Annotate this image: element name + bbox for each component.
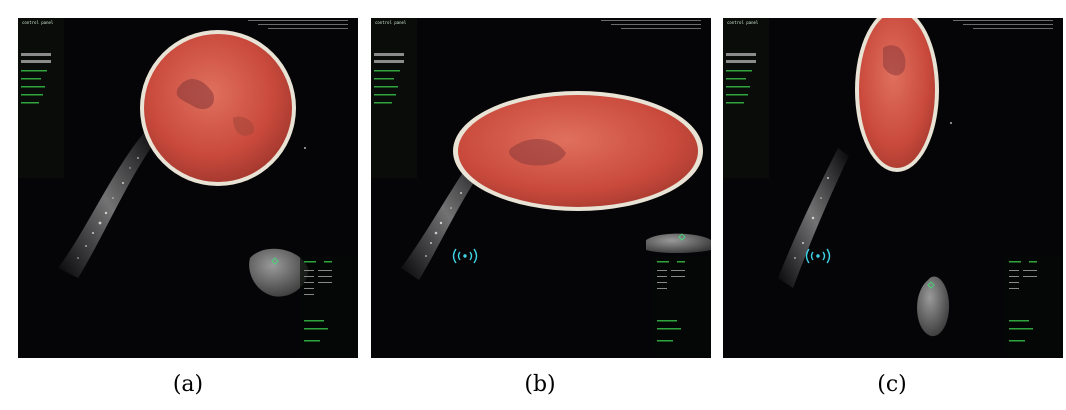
hud-title-a: control panel — [22, 20, 54, 25]
hud-sidebar — [371, 18, 417, 178]
target-reticle-icon[interactable] — [271, 257, 279, 265]
hud-sidebar — [18, 18, 64, 178]
moon[interactable] — [917, 276, 950, 337]
mars-planet[interactable] — [144, 34, 292, 182]
panel-c: control panel — [723, 18, 1063, 358]
target-reticle-icon[interactable] — [927, 281, 935, 289]
moon[interactable] — [249, 248, 309, 297]
panel-a: control panel — [18, 18, 358, 358]
space-view: control panel — [371, 18, 711, 358]
hud-readout — [1005, 256, 1063, 356]
hud-sidebar — [723, 18, 769, 178]
caption-a: (a) — [172, 372, 204, 397]
hud-title-c: control panel — [727, 20, 759, 25]
galaxy-band — [58, 128, 158, 278]
moon[interactable] — [646, 233, 711, 253]
signal-icon[interactable] — [452, 248, 478, 264]
hud-readout — [300, 256, 358, 356]
caption-b: (b) — [524, 372, 556, 397]
space-view: control panel — [18, 18, 358, 358]
space-view: control panel — [723, 18, 1063, 358]
mars-planet[interactable] — [859, 18, 935, 168]
target-reticle-icon[interactable] — [678, 233, 686, 241]
panel-b: control panel — [371, 18, 711, 358]
hud-readout — [653, 256, 711, 356]
mars-planet[interactable] — [458, 95, 698, 207]
caption-c: (c) — [877, 372, 907, 397]
signal-icon[interactable] — [805, 248, 831, 264]
hud-title-b: control panel — [375, 20, 407, 25]
